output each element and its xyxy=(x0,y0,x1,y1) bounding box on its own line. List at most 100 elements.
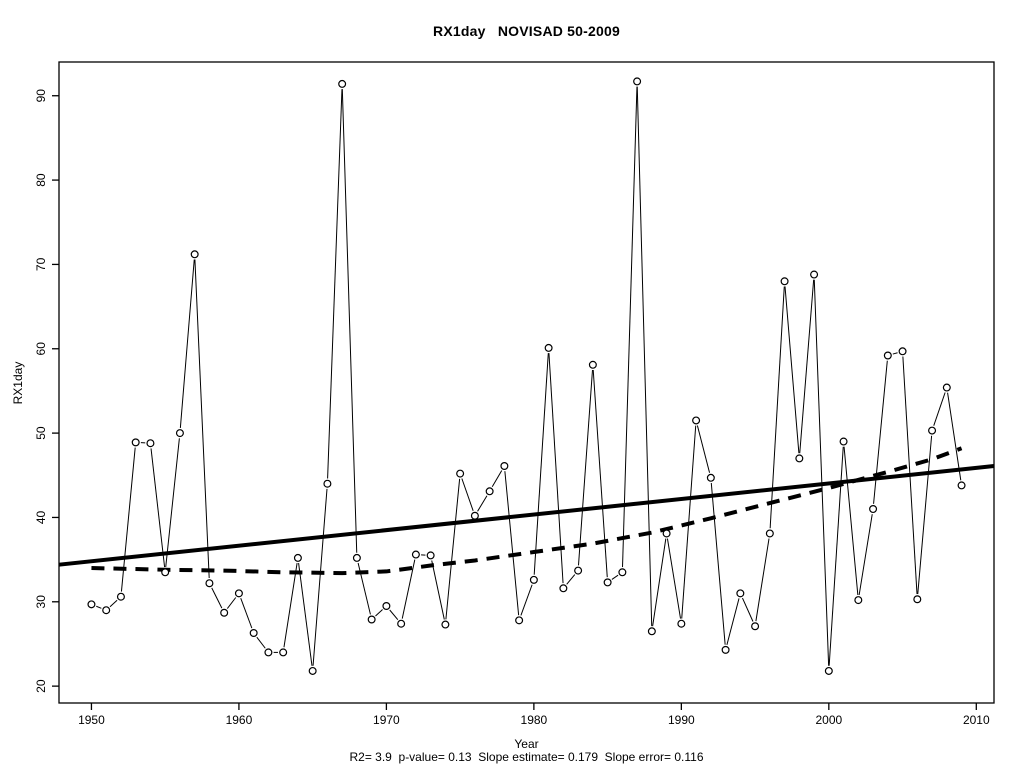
series-segment xyxy=(726,598,740,645)
data-point xyxy=(485,487,494,496)
data-point xyxy=(765,529,774,538)
x-tick-label: 1990 xyxy=(668,713,695,727)
data-point xyxy=(662,529,671,538)
y-tick-label: 60 xyxy=(34,342,48,356)
series-segment xyxy=(577,369,593,566)
data-point xyxy=(308,666,317,675)
y-tick-label: 90 xyxy=(34,89,48,103)
data-point xyxy=(338,79,347,88)
data-point xyxy=(131,438,140,447)
data-point xyxy=(898,347,907,356)
data-point xyxy=(706,473,715,482)
series-segment xyxy=(298,563,313,666)
data-point xyxy=(957,481,966,490)
series-segment xyxy=(431,560,445,620)
series-segment xyxy=(165,438,180,568)
y-tick-label: 80 xyxy=(34,173,48,187)
series-segment xyxy=(401,559,416,619)
series-segment xyxy=(461,478,474,512)
series-segment xyxy=(592,369,608,578)
series-segment xyxy=(226,597,237,609)
series-segment xyxy=(491,470,503,488)
chart-title: RX1day NOVISAD 50-2009 xyxy=(433,23,620,39)
series-segment xyxy=(504,471,520,616)
series-segment xyxy=(566,574,576,585)
data-point xyxy=(588,360,597,369)
data-point xyxy=(869,505,878,514)
data-point xyxy=(810,270,819,279)
data-point xyxy=(692,416,701,425)
data-point xyxy=(146,439,155,448)
series-segment xyxy=(652,538,667,627)
series-segment xyxy=(710,482,726,645)
data-point xyxy=(382,602,391,611)
trend-line xyxy=(58,464,995,567)
data-point xyxy=(87,600,96,609)
data-point xyxy=(352,553,361,562)
x-tick-label: 1960 xyxy=(226,713,253,727)
data-point xyxy=(367,615,376,624)
y-axis-title: RX1day xyxy=(11,361,25,405)
series-segment xyxy=(327,89,343,479)
data-point xyxy=(470,511,479,520)
series-segment xyxy=(283,562,298,648)
data-point xyxy=(234,589,243,598)
x-tick-label: 1970 xyxy=(373,713,400,727)
series-segment xyxy=(947,392,962,481)
data-point xyxy=(559,584,568,593)
series-segment xyxy=(194,259,210,579)
series-segment xyxy=(636,86,653,627)
series-segment xyxy=(109,599,118,608)
series-segment xyxy=(520,584,533,616)
series-segment xyxy=(389,609,399,621)
data-point xyxy=(839,437,848,446)
data-point xyxy=(913,595,922,604)
series-segment xyxy=(548,353,564,584)
data-point xyxy=(544,343,553,352)
data-point xyxy=(780,277,789,286)
data-point xyxy=(677,619,686,628)
data-point xyxy=(942,383,951,392)
data-point xyxy=(603,578,612,587)
x-tick-label: 1980 xyxy=(521,713,548,727)
data-point xyxy=(824,666,833,675)
x-tick-label: 2000 xyxy=(815,713,842,727)
data-point xyxy=(411,550,420,559)
series-segment xyxy=(477,495,488,512)
series-segment xyxy=(917,435,933,595)
series-segment xyxy=(696,425,711,473)
series-segment xyxy=(256,636,266,649)
series-segment xyxy=(892,352,898,355)
series-segment xyxy=(611,574,619,580)
series-segment xyxy=(784,286,800,454)
series-segment xyxy=(843,446,859,595)
series-segment xyxy=(179,259,195,428)
data-point xyxy=(515,616,524,625)
series-segment xyxy=(933,392,946,426)
data-point xyxy=(883,351,892,360)
data-point xyxy=(161,568,170,577)
series-segment xyxy=(622,86,638,568)
data-point xyxy=(736,589,745,598)
data-point xyxy=(618,568,627,577)
data-point xyxy=(190,250,199,259)
data-point xyxy=(529,575,538,584)
series-segment xyxy=(96,605,102,609)
y-tick-label: 40 xyxy=(34,510,48,524)
series-segment xyxy=(858,514,873,596)
data-point xyxy=(205,579,214,588)
data-point xyxy=(574,566,583,575)
data-point xyxy=(116,592,125,601)
series-segment xyxy=(341,89,358,553)
y-tick-label: 20 xyxy=(34,679,48,693)
data-point xyxy=(441,620,450,629)
lowess-line xyxy=(91,446,963,576)
data-point xyxy=(647,627,656,636)
regression-stats: R2= 3.9 p-value= 0.13 Slope estimate= 0.… xyxy=(349,750,704,764)
series-segment xyxy=(150,448,166,568)
series-segment xyxy=(533,353,549,575)
y-tick-label: 30 xyxy=(34,595,48,609)
series-segment xyxy=(873,360,888,504)
